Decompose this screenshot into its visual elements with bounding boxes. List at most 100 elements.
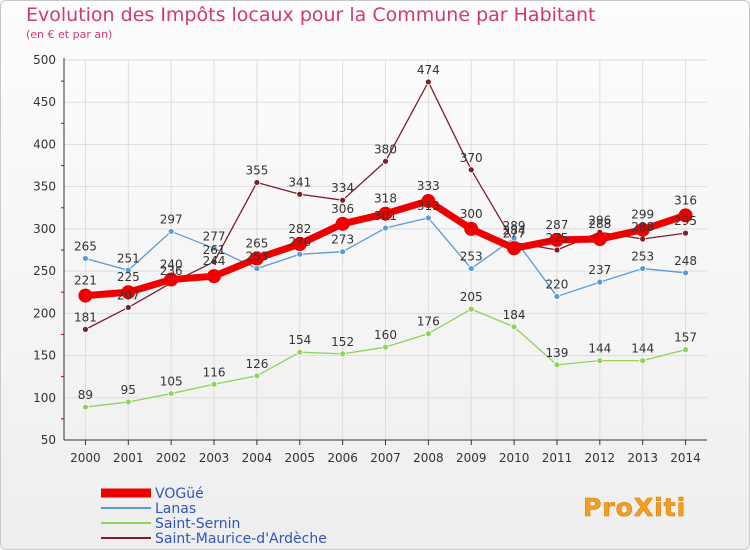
data-point bbox=[507, 241, 522, 256]
data-label: 184 bbox=[503, 308, 526, 322]
data-point bbox=[335, 216, 350, 231]
y-tick-label: 250 bbox=[33, 264, 56, 278]
x-tick-label: 2012 bbox=[585, 451, 616, 465]
data-label: 380 bbox=[374, 142, 397, 156]
data-label: 474 bbox=[417, 63, 440, 77]
logo-text: ProXiti bbox=[583, 493, 686, 522]
chart-subtitle: (en € et par an) bbox=[26, 28, 113, 41]
data-label: 220 bbox=[546, 277, 569, 291]
data-point bbox=[553, 361, 561, 369]
data-point bbox=[253, 179, 261, 186]
data-label: 236 bbox=[160, 264, 183, 278]
data-label: 144 bbox=[588, 342, 611, 356]
data-label: 240 bbox=[160, 258, 183, 272]
data-label: 157 bbox=[674, 331, 697, 345]
data-label: 341 bbox=[288, 175, 311, 189]
chart-title: Evolution des Impôts locaux pour la Comm… bbox=[26, 4, 596, 26]
data-point bbox=[253, 372, 261, 380]
data-point bbox=[639, 265, 647, 272]
data-point bbox=[464, 221, 479, 236]
proxiti-logo: ProXiti bbox=[583, 493, 686, 523]
data-point bbox=[682, 269, 689, 277]
data-label: 144 bbox=[631, 342, 654, 356]
data-label: 95 bbox=[121, 383, 136, 397]
data-label: 287 bbox=[546, 218, 569, 232]
data-point bbox=[339, 196, 347, 204]
data-point bbox=[592, 232, 607, 247]
data-label: 273 bbox=[331, 233, 354, 247]
data-point bbox=[121, 285, 136, 300]
data-label: 253 bbox=[460, 250, 483, 264]
x-tick-label: 2006 bbox=[327, 451, 358, 465]
y-tick-label: 100 bbox=[33, 391, 56, 405]
data-label: 207 bbox=[117, 288, 140, 302]
data-point bbox=[424, 330, 432, 338]
data-point bbox=[249, 251, 264, 266]
data-point bbox=[596, 357, 604, 365]
legend-label: Saint-Maurice-d'Ardèche bbox=[155, 531, 327, 547]
x-tick-label: 2013 bbox=[627, 451, 658, 465]
data-point bbox=[382, 343, 389, 351]
data-point bbox=[467, 166, 475, 174]
data-point bbox=[467, 305, 475, 313]
data-point bbox=[639, 235, 647, 243]
data-point bbox=[678, 208, 693, 223]
data-point bbox=[553, 246, 561, 254]
x-tick-label: 2000 bbox=[70, 451, 101, 465]
data-point bbox=[164, 272, 179, 287]
data-point bbox=[339, 350, 347, 358]
data-point bbox=[167, 228, 175, 235]
data-point bbox=[296, 190, 304, 198]
data-label: 282 bbox=[288, 222, 311, 236]
x-tick-label: 2014 bbox=[670, 451, 701, 465]
data-point bbox=[124, 304, 132, 311]
data-point bbox=[296, 348, 304, 356]
data-label: 297 bbox=[160, 212, 183, 226]
data-point bbox=[292, 237, 307, 252]
y-tick-label: 500 bbox=[33, 53, 56, 67]
y-tick-label: 450 bbox=[33, 95, 56, 109]
data-point bbox=[378, 206, 393, 221]
data-label: 299 bbox=[631, 208, 654, 222]
data-point bbox=[210, 258, 218, 266]
legend-label: Saint-Sernin bbox=[155, 516, 240, 532]
data-point bbox=[639, 357, 647, 365]
data-label: 116 bbox=[203, 365, 226, 379]
data-point bbox=[424, 214, 432, 222]
data-point bbox=[421, 194, 436, 209]
data-label: 288 bbox=[631, 220, 654, 234]
data-point bbox=[82, 403, 89, 411]
x-tick-label: 2005 bbox=[284, 451, 315, 465]
data-label: 248 bbox=[674, 254, 697, 268]
legend-label: Lanas bbox=[155, 501, 196, 517]
data-point bbox=[82, 325, 89, 333]
data-label: 355 bbox=[245, 163, 268, 177]
data-label: 205 bbox=[460, 290, 483, 304]
data-label: 225 bbox=[117, 270, 140, 284]
y-tick-label: 50 bbox=[41, 433, 56, 447]
y-tick-label: 300 bbox=[33, 222, 56, 236]
data-point bbox=[253, 265, 261, 272]
data-label: 370 bbox=[460, 151, 483, 165]
data-label: 105 bbox=[160, 375, 183, 389]
data-label: 284 bbox=[503, 223, 526, 237]
data-point bbox=[549, 232, 564, 247]
x-tick-label: 2007 bbox=[370, 451, 401, 465]
y-tick-label: 350 bbox=[33, 180, 56, 194]
data-point bbox=[382, 157, 389, 165]
series-layer bbox=[78, 78, 693, 411]
data-point bbox=[424, 78, 432, 86]
data-label: 253 bbox=[245, 250, 268, 264]
data-label: 301 bbox=[374, 209, 397, 223]
data-label: 316 bbox=[674, 193, 697, 207]
data-label: 261 bbox=[203, 243, 226, 257]
data-point bbox=[78, 288, 93, 303]
data-label: 244 bbox=[203, 254, 226, 268]
data-point bbox=[207, 269, 222, 284]
data-label: 295 bbox=[674, 214, 697, 228]
data-point bbox=[210, 380, 218, 388]
data-label: 300 bbox=[460, 207, 483, 221]
